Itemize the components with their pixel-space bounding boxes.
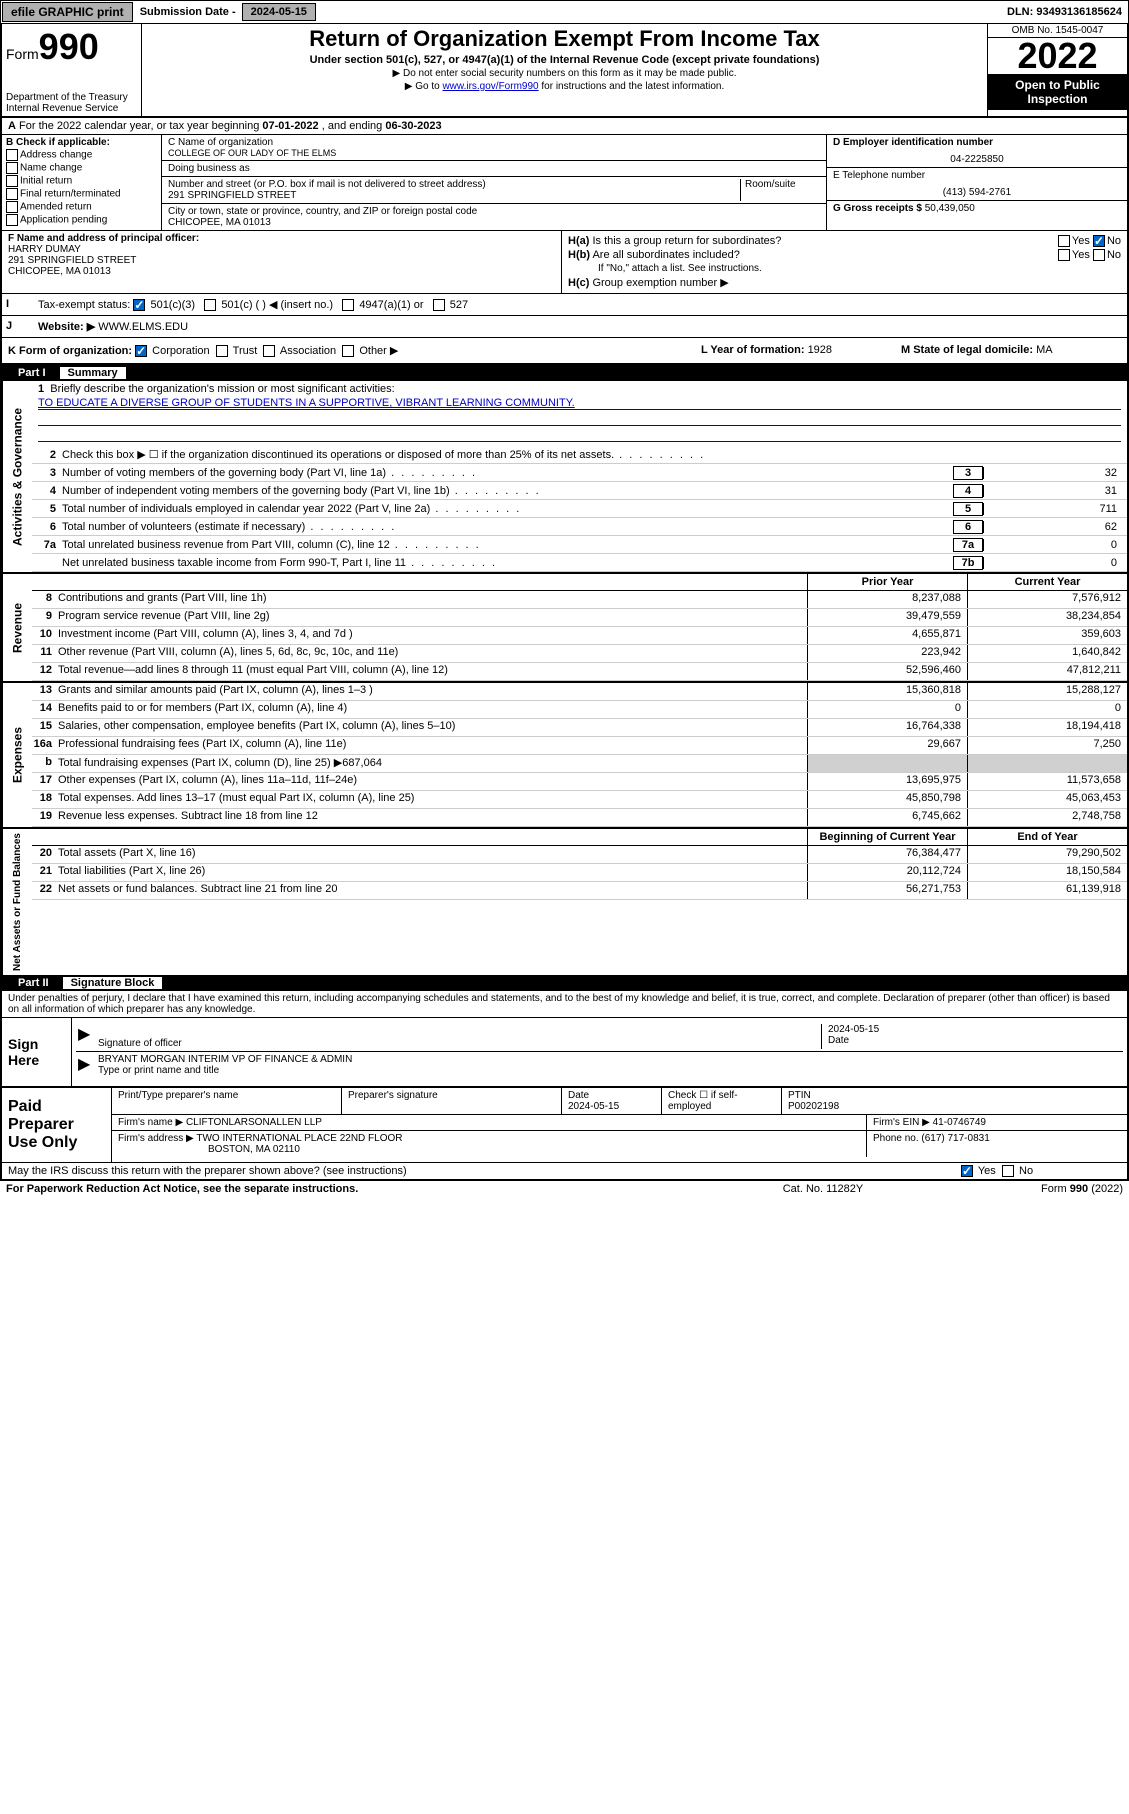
col-de: D Employer identification number04-22258… bbox=[827, 135, 1127, 230]
vtab-nab: Net Assets or Fund Balances bbox=[2, 829, 32, 975]
col-f: F Name and address of principal officer:… bbox=[2, 231, 562, 293]
summary-line: 18Total expenses. Add lines 13–17 (must … bbox=[32, 791, 1127, 809]
bottom-row: For Paperwork Reduction Act Notice, see … bbox=[0, 1181, 1129, 1197]
summary-line: 19Revenue less expenses. Subtract line 1… bbox=[32, 809, 1127, 827]
summary-line: 17Other expenses (Part IX, column (A), l… bbox=[32, 773, 1127, 791]
summary-line: 4Number of independent voting members of… bbox=[32, 482, 1127, 500]
preparer-block: Paid Preparer Use Only Print/Type prepar… bbox=[0, 1088, 1129, 1163]
summary-line: 10Investment income (Part VIII, column (… bbox=[32, 627, 1127, 645]
sig-intro: Under penalties of perjury, I declare th… bbox=[0, 991, 1129, 1018]
row-k: K Form of organization: Corporation Trus… bbox=[0, 338, 1129, 365]
vtab-ag: Activities & Governance bbox=[2, 381, 32, 572]
summary-line: 7aTotal unrelated business revenue from … bbox=[32, 536, 1127, 554]
subdate-value: 2024-05-15 bbox=[242, 3, 316, 21]
col-c: C Name of organizationCOLLEGE OF OUR LAD… bbox=[162, 135, 827, 230]
header-left: Form990 Department of the Treasury Inter… bbox=[2, 24, 142, 116]
summary-line: 21Total liabilities (Part X, line 26)20,… bbox=[32, 864, 1127, 882]
summary-line: 3Number of voting members of the governi… bbox=[32, 464, 1127, 482]
summary-line: 16aProfessional fundraising fees (Part I… bbox=[32, 737, 1127, 755]
form-header: Form990 Department of the Treasury Inter… bbox=[0, 24, 1129, 118]
sign-here-block: Sign Here ▶ Signature of officer 2024-05… bbox=[0, 1018, 1129, 1088]
vtab-exp: Expenses bbox=[2, 683, 32, 827]
irs-link[interactable]: www.irs.gov/Form990 bbox=[442, 81, 538, 92]
part1-header: Part I Summary bbox=[0, 365, 1129, 381]
part1-rev: Revenue Prior Year Current Year 8Contrib… bbox=[0, 572, 1129, 681]
summary-line: 14Benefits paid to or for members (Part … bbox=[32, 701, 1127, 719]
sig-arrow-icon: ▶ bbox=[78, 1024, 98, 1049]
mission-text: TO EDUCATE A DIVERSE GROUP OF STUDENTS I… bbox=[38, 397, 1121, 410]
col-h: H(a) Is this a group return for subordin… bbox=[562, 231, 1127, 293]
part2-header: Part II Signature Block bbox=[0, 975, 1129, 991]
header-mid: Return of Organization Exempt From Incom… bbox=[142, 24, 987, 116]
summary-line: 11Other revenue (Part VIII, column (A), … bbox=[32, 645, 1127, 663]
summary-line: 8Contributions and grants (Part VIII, li… bbox=[32, 591, 1127, 609]
part1-nab: Net Assets or Fund Balances Beginning of… bbox=[0, 827, 1129, 975]
summary-line: 5Total number of individuals employed in… bbox=[32, 500, 1127, 518]
form-title: Return of Organization Exempt From Incom… bbox=[146, 26, 983, 52]
part1-ag: Activities & Governance 1 Briefly descri… bbox=[0, 381, 1129, 572]
row-a: A For the 2022 calendar year, or tax yea… bbox=[0, 118, 1129, 135]
summary-line: 13Grants and similar amounts paid (Part … bbox=[32, 683, 1127, 701]
row-i: I Tax-exempt status: 501(c)(3) 501(c) ( … bbox=[0, 294, 1129, 316]
summary-line: 22Net assets or fund balances. Subtract … bbox=[32, 882, 1127, 900]
summary-line: bTotal fundraising expenses (Part IX, co… bbox=[32, 755, 1127, 773]
header-right: OMB No. 1545-0047 2022 Open to Public In… bbox=[987, 24, 1127, 116]
summary-line: 9Program service revenue (Part VIII, lin… bbox=[32, 609, 1127, 627]
block-bcd: B Check if applicable: Address change Na… bbox=[0, 135, 1129, 231]
dln: DLN: 93493136185624 bbox=[1007, 6, 1128, 18]
summary-line: 2Check this box ▶ ☐ if the organization … bbox=[32, 446, 1127, 464]
summary-line: 15Salaries, other compensation, employee… bbox=[32, 719, 1127, 737]
sig-arrow-icon: ▶ bbox=[78, 1054, 98, 1076]
vtab-rev: Revenue bbox=[2, 574, 32, 681]
col-b: B Check if applicable: Address change Na… bbox=[2, 135, 162, 230]
summary-line: 20Total assets (Part X, line 16)76,384,4… bbox=[32, 846, 1127, 864]
row-fgh: F Name and address of principal officer:… bbox=[0, 231, 1129, 294]
part1-exp: Expenses 13Grants and similar amounts pa… bbox=[0, 681, 1129, 827]
top-bar: efile GRAPHIC print Submission Date - 20… bbox=[0, 0, 1129, 24]
summary-line: Net unrelated business taxable income fr… bbox=[32, 554, 1127, 572]
subdate-label: Submission Date - bbox=[134, 4, 242, 20]
efile-button[interactable]: efile GRAPHIC print bbox=[2, 2, 133, 22]
summary-line: 12Total revenue—add lines 8 through 11 (… bbox=[32, 663, 1127, 681]
discuss-row: May the IRS discuss this return with the… bbox=[0, 1163, 1129, 1181]
summary-line: 6Total number of volunteers (estimate if… bbox=[32, 518, 1127, 536]
row-j: J Website: ▶ WWW.ELMS.EDU bbox=[0, 316, 1129, 338]
